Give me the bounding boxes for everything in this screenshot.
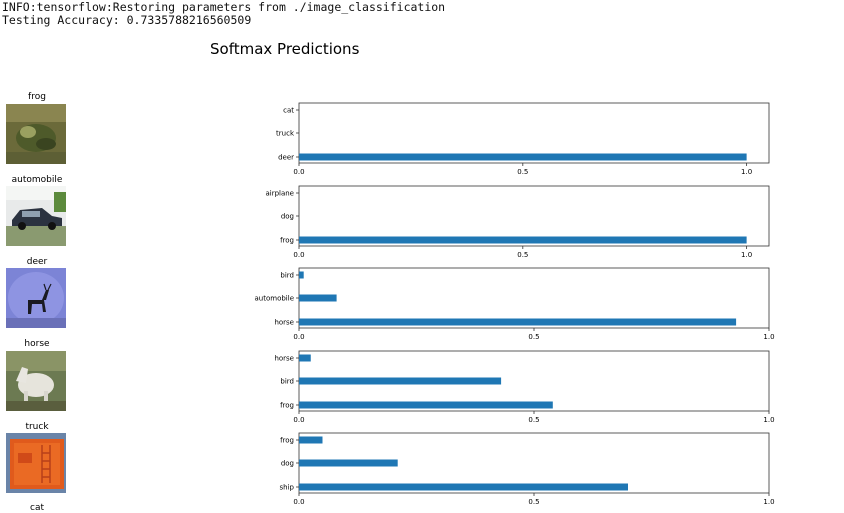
x-tick-label: 1.0	[763, 498, 774, 506]
bar-automobile	[299, 294, 337, 302]
x-tick-label: 0.0	[293, 333, 304, 341]
sample-label-deer: deer	[26, 257, 48, 267]
y-tick-label-airplane: airplane	[265, 190, 294, 198]
y-tick-label-frog: frog	[280, 402, 294, 410]
figure-title: Softmax Predictions	[210, 40, 360, 58]
bar-bird	[299, 377, 502, 385]
bar-frog	[299, 436, 323, 444]
log-line-restore: INFO:tensorflow:Restoring parameters fro…	[2, 0, 446, 14]
y-tick-label-frog: frog	[280, 437, 294, 445]
x-tick-label: 0.5	[528, 333, 539, 341]
x-tick-label: 0.5	[528, 498, 539, 506]
y-tick-label-dog: dog	[281, 213, 294, 221]
prediction-chart-2: bird automobile horse 0.0 0.5 1.0	[255, 267, 775, 341]
y-tick-label-bird: bird	[280, 378, 294, 386]
y-tick-label-dog: dog	[281, 460, 294, 468]
bar-frog	[299, 401, 553, 409]
y-tick-label-horse: horse	[274, 319, 294, 327]
y-tick-label-cat: cat	[283, 107, 294, 115]
frog-image	[6, 104, 66, 164]
deer-image	[6, 268, 66, 328]
x-tick-label: 1.0	[741, 251, 752, 259]
sample-label-truck: truck	[25, 422, 49, 432]
x-tick-label: 0.0	[293, 416, 304, 424]
bar-dog	[299, 459, 398, 467]
truck-image	[6, 433, 66, 493]
bar-frog	[299, 236, 747, 244]
horse-image	[6, 351, 66, 411]
x-tick-label: 0.0	[293, 168, 304, 176]
sample-label-automobile: automobile	[11, 175, 63, 185]
prediction-chart-3: horse bird frog 0.0 0.5 1.0	[274, 350, 775, 424]
y-tick-label-truck: truck	[276, 130, 295, 138]
x-tick-label: 1.0	[741, 168, 752, 176]
y-tick-label-automobile: automobile	[255, 295, 295, 303]
bar-horse	[299, 354, 311, 362]
prediction-chart-0: cat truck deer 0.0 0.5 1.0	[276, 102, 770, 176]
automobile-image	[6, 186, 66, 246]
sample-label-horse: horse	[24, 339, 50, 349]
bar-deer	[299, 153, 747, 161]
x-tick-label: 1.0	[763, 416, 774, 424]
x-tick-label: 0.5	[517, 251, 528, 259]
prediction-chart-1: airplane dog frog 0.0 0.5 1.0	[265, 185, 770, 259]
y-tick-label-ship: ship	[280, 484, 295, 492]
bar-bird	[299, 271, 304, 279]
prediction-chart-4: frog dog ship 0.0 0.5 1.0	[280, 432, 775, 506]
console-log: INFO:tensorflow:Restoring parameters fro…	[2, 1, 445, 26]
x-tick-label: 1.0	[763, 333, 774, 341]
x-tick-label: 0.0	[293, 498, 304, 506]
y-tick-label-deer: deer	[278, 154, 294, 162]
y-tick-label-horse: horse	[274, 355, 294, 363]
bar-ship	[299, 483, 628, 491]
y-tick-label-bird: bird	[280, 272, 294, 280]
x-tick-label: 0.5	[517, 168, 528, 176]
sample-label-frog: frog	[28, 92, 46, 102]
sample-label-cat: cat	[30, 503, 44, 513]
x-tick-label: 0.0	[293, 251, 304, 259]
log-line-accuracy: Testing Accuracy: 0.7335788216560509	[2, 12, 252, 27]
bar-horse	[299, 318, 737, 326]
x-tick-label: 0.5	[528, 416, 539, 424]
y-tick-label-frog: frog	[280, 237, 294, 245]
